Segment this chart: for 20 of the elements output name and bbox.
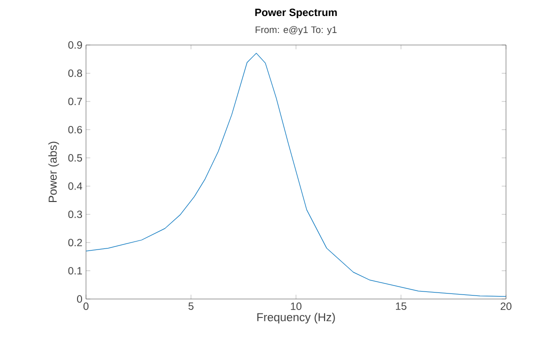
y-tick-label: 0.1: [68, 267, 82, 274]
x-tick-label: 20: [500, 302, 512, 310]
x-tick-label: 0: [83, 302, 89, 310]
y-tick-label: 0.2: [68, 238, 82, 246]
y-tick-label: 0.9: [68, 41, 82, 49]
y-tick-label: 0.8: [68, 70, 82, 77]
y-tick-label: 0.6: [68, 126, 82, 134]
y-tick-label: 0.4: [68, 182, 82, 190]
chart-subtitle: From: e@y1 To: y1: [256, 26, 337, 35]
line-series: [86, 52, 506, 297]
y-axis-title: Power (abs): [48, 142, 60, 202]
chart-title: Power Spectrum: [255, 8, 337, 18]
y-tick-label: 0.5: [68, 154, 82, 162]
x-axis-title: Frequency (Hz): [257, 312, 335, 324]
y-tick-label: 0.7: [68, 98, 82, 106]
y-tick-label: 0.3: [68, 210, 82, 218]
x-tick-label: 5: [188, 302, 194, 310]
x-tick-label: 15: [396, 302, 406, 310]
x-tick-label: 10: [290, 302, 302, 310]
y-tick-label: 0: [77, 295, 82, 303]
